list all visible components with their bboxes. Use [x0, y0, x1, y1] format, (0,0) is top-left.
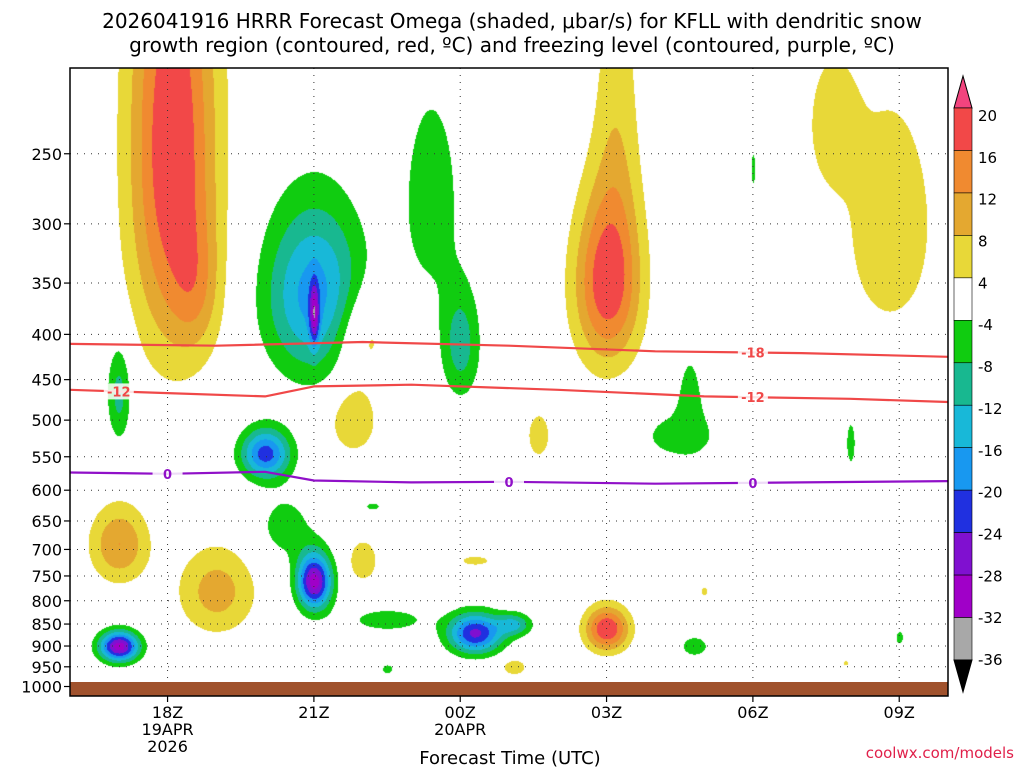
x-tick-label: 18Z	[152, 703, 183, 722]
y-tick-label: 950	[31, 658, 62, 677]
x-tick-label: 00Z	[445, 703, 476, 722]
colorbar-label: 8	[978, 233, 988, 251]
title-line-2: growth region (contoured, red, ºC) and f…	[129, 33, 895, 57]
colorbar-label: -28	[978, 567, 1003, 585]
colorbar-box	[953, 192, 973, 236]
colorbar-label: -8	[978, 358, 993, 376]
colorbar-box	[953, 617, 973, 661]
y-tick-label: 450	[31, 371, 62, 390]
colorbar-box	[953, 532, 973, 576]
y-tick-label: 700	[31, 540, 62, 559]
axes: 250 300 350 400 450 500 550 600 650 700 750 800 850 9…	[21, 145, 915, 756]
contour-label: -12	[741, 391, 765, 406]
colorbar-box	[953, 362, 973, 406]
colorbar-label: -20	[978, 484, 1003, 502]
colorbar-label: -24	[978, 525, 1003, 543]
y-tick-label: 1000	[21, 678, 62, 697]
colorbar-box	[953, 574, 973, 618]
contour-label: 0	[163, 468, 172, 483]
colorbar-label: 16	[978, 149, 997, 167]
x-tick-label: 2026	[147, 737, 188, 756]
contour-label: 0	[504, 476, 513, 491]
x-tick-label: 19APR	[142, 720, 194, 739]
y-tick-label: 250	[31, 145, 62, 164]
colorbar-box	[953, 277, 973, 321]
colorbar-bottom-triangle	[953, 659, 973, 694]
colorbar-top-triangle	[953, 74, 973, 109]
y-tick-label: 850	[31, 615, 62, 634]
colorbar-label: -4	[978, 316, 993, 334]
colorbar-label: -36	[978, 651, 1003, 669]
y-tick-label: 350	[31, 274, 62, 293]
colorbar-box	[953, 447, 973, 491]
contour-line	[69, 383, 949, 404]
contour-label-bg	[737, 344, 768, 361]
contour-label-bg	[152, 465, 183, 482]
y-tick-label: 600	[31, 481, 62, 500]
y-tick-label: 900	[31, 637, 62, 656]
x-tick-label: 09Z	[884, 703, 915, 722]
plot-area: -18 -12 -12 0 0 0	[69, 67, 949, 697]
contour-label: 0	[748, 477, 757, 492]
x-tick-label: 21Z	[298, 703, 329, 722]
y-tick-label: 500	[31, 411, 62, 430]
colorbar-box	[953, 404, 973, 448]
colorbar-label: 4	[978, 274, 988, 292]
y-tick-label: 650	[31, 512, 62, 531]
x-tick-label: 06Z	[737, 703, 768, 722]
y-tick-label: 400	[31, 325, 62, 344]
credit-text: coolwx.com/models	[866, 744, 1014, 762]
contour-label-bg	[737, 474, 768, 491]
contour-label-bg	[494, 473, 524, 490]
y-tick-label: 300	[31, 215, 62, 234]
colorbar: 20 16 12 8 4 -4 -8 -12 -16 -20 -24 -28 -32 -36	[953, 74, 1003, 694]
y-tick-label: 750	[31, 567, 62, 586]
title-line-1: 2026041916 HRRR Forecast Omega (shaded, …	[102, 9, 922, 33]
y-tick-label: 550	[31, 448, 62, 467]
omega-shaded-field	[70, 68, 948, 696]
x-tick-label: 20APR	[434, 720, 486, 739]
colorbar-label: 20	[978, 107, 997, 125]
contour-label: -12	[107, 385, 131, 400]
plot-frame	[69, 67, 949, 697]
colorbar-label: -16	[978, 442, 1003, 460]
x-axis-label: Forecast Time (UTC)	[419, 748, 600, 768]
y-tick-label: 800	[31, 592, 62, 611]
colorbar-label: -12	[978, 400, 1003, 418]
contour-label-bg	[737, 389, 768, 406]
colorbar-label: -32	[978, 609, 1003, 627]
chart-title: 2026041916 HRRR Forecast Omega (shaded, …	[102, 9, 922, 57]
ground-strip	[70, 682, 948, 696]
colorbar-box	[953, 107, 973, 151]
colorbar-box	[953, 235, 973, 279]
contour-label-bg	[103, 383, 134, 400]
x-tick-label: 03Z	[591, 703, 622, 722]
colorbar-label: 12	[978, 191, 997, 209]
colorbar-box	[953, 150, 973, 194]
colorbar-box	[953, 320, 973, 364]
contour-label: -18	[741, 347, 765, 362]
colorbar-box	[953, 489, 973, 533]
contour-line	[69, 340, 949, 358]
